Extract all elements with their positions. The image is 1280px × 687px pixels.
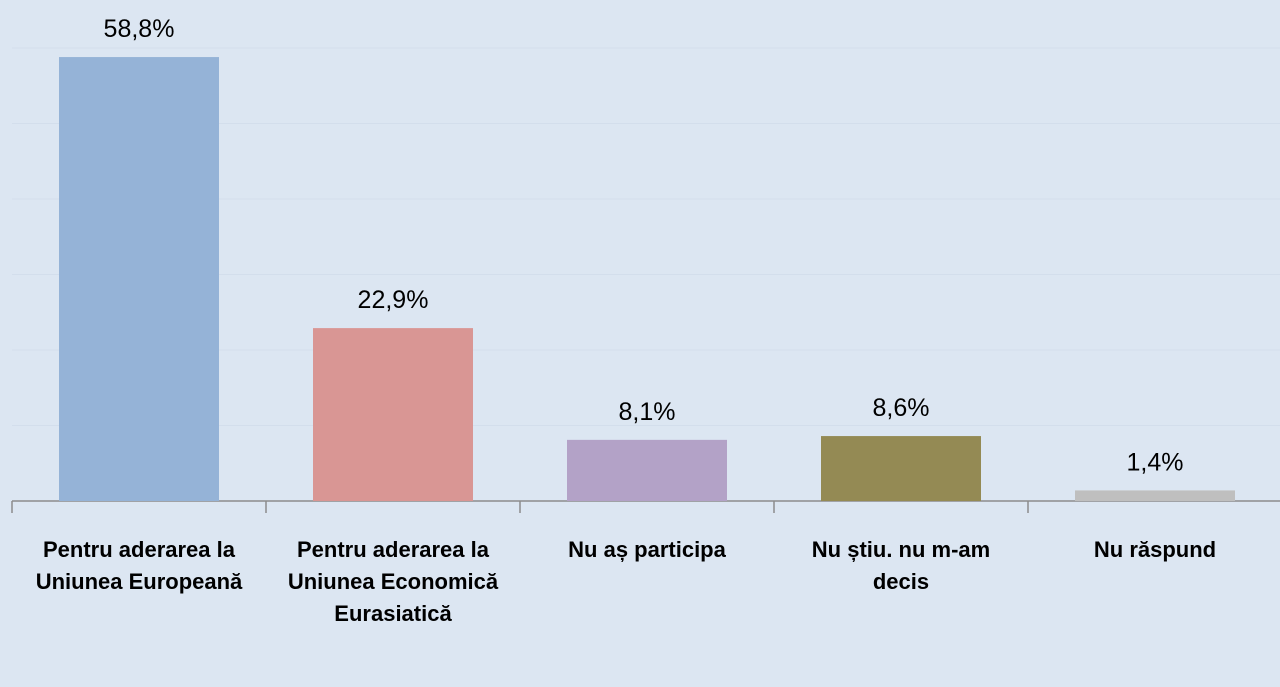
data-label: 58,8% xyxy=(104,15,175,43)
x-tick-label: Pentru aderarea la Uniunea Economică Eur… xyxy=(287,537,499,626)
data-label: 8,6% xyxy=(873,394,930,422)
x-tick-label: Pentru aderarea la Uniunea Europeană xyxy=(35,537,243,594)
bar xyxy=(59,57,219,502)
bar xyxy=(313,328,473,501)
bar xyxy=(567,439,727,501)
data-label: 22,9% xyxy=(358,286,429,314)
bar xyxy=(821,436,981,501)
x-tick-label: Nu știu. nu m-am decis xyxy=(811,537,991,594)
x-tick-label: Nu aș participa xyxy=(568,537,726,562)
x-tick-label: Nu răspund xyxy=(1093,537,1217,562)
data-label: 8,1% xyxy=(619,398,676,426)
bar xyxy=(1075,490,1235,501)
data-label: 1,4% xyxy=(1127,448,1184,476)
